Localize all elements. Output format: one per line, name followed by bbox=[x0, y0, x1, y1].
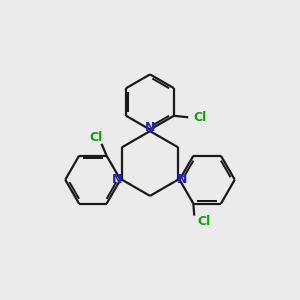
Text: N: N bbox=[112, 173, 123, 186]
Text: Cl: Cl bbox=[89, 131, 103, 144]
Text: N: N bbox=[145, 121, 155, 134]
Text: N: N bbox=[177, 173, 188, 186]
Text: Cl: Cl bbox=[194, 111, 207, 124]
Text: Cl: Cl bbox=[197, 215, 210, 228]
